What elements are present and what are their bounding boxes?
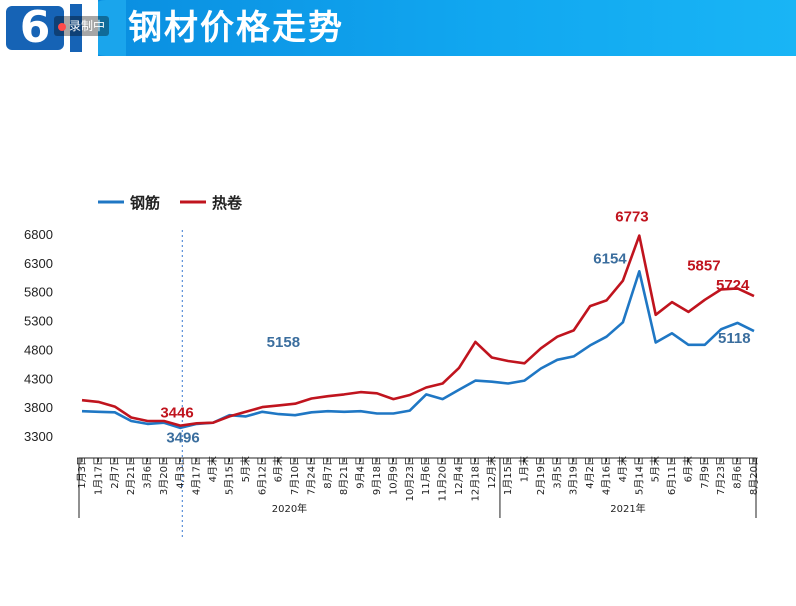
x-tick-label: 12月18日 [469,456,481,501]
y-tick-label: 3300 [24,429,53,444]
x-tick-label: 4月17日 [191,456,203,495]
x-tick-label: 11月20日 [437,456,449,501]
x-tick-label: 4月16日 [600,456,612,495]
x-tick-label: 4月3日 [174,456,186,489]
x-tick-label: 8月21日 [338,456,350,495]
data-label: 5118 [718,330,751,347]
x-tick-label: 3月19日 [568,456,580,495]
year-group-label: 2021年 [610,502,645,515]
x-tick-label: 3月5日 [551,456,563,489]
logo-tile: 6 [0,0,98,56]
x-tick-label: 5月15日 [224,456,236,495]
x-tick-label: 7月24日 [305,456,317,495]
x-tick-label: 7月10日 [289,456,301,495]
data-label: 5158 [267,334,300,351]
x-tick-label: 10月23日 [404,456,416,501]
x-tick-label: 1月3日 [76,456,88,489]
x-tick-label: 7月9日 [699,456,711,489]
x-tick-label: 3月20日 [158,456,170,495]
x-tick-label: 8月6日 [732,456,744,489]
x-tick-label: 2月7日 [109,456,121,489]
x-tick-label: 12月4日 [453,456,465,495]
x-tick-label: 1月15日 [502,456,514,495]
x-tick-label: 11月6日 [420,456,432,495]
x-tick-label: 5月末 [239,456,252,482]
y-tick-label: 4800 [24,342,53,357]
x-tick-label: 6月末 [272,456,285,482]
x-tick-label: 6月11日 [666,456,678,495]
title-banner: 6 录制中 钢材价格走势 [0,0,796,56]
x-tick-label: 8月7日 [322,456,334,489]
y-tick-label: 5800 [24,285,53,300]
y-tick-label: 3800 [24,400,53,415]
y-tick-label: 4300 [24,371,53,386]
x-tick-label: 5月末 [649,456,662,482]
x-tick-label: 2月19日 [535,456,547,495]
recording-badge: 录制中 [54,16,110,36]
x-tick-label: 9月4日 [355,456,367,489]
logo-icon: 6 [6,6,64,50]
x-tick-label: 1月末 [518,456,531,482]
legend-label-1: 热卷 [212,194,243,212]
data-label: 6154 [593,250,627,267]
x-tick-label: 6月12日 [256,456,268,495]
data-label: 5857 [687,257,720,274]
y-tick-label: 5300 [24,314,53,329]
data-label: 3496 [166,430,199,447]
series-line-1 [81,234,755,427]
logo-bar [70,4,82,52]
page-title: 钢材价格走势 [128,8,344,48]
x-tick-label: 12月末 [485,456,498,489]
x-tick-label: 10月9日 [387,456,399,495]
x-tick-label: 9月18日 [371,456,383,495]
x-tick-label: 7月23日 [715,456,727,495]
x-tick-label: 3月6日 [142,456,154,489]
data-label: 5724 [716,277,750,294]
legend-label-0: 钢筋 [130,194,160,212]
recording-label: 录制中 [69,19,106,33]
x-tick-label: 5月14日 [633,456,645,495]
year-group-label: 2020年 [272,502,307,515]
data-label: 3446 [160,405,193,422]
x-tick-label: 4月末 [616,456,629,482]
title-bar-background [86,0,796,56]
x-tick-label: 6月末 [681,456,694,482]
y-tick-label: 6300 [24,256,53,271]
y-tick-label: 6800 [24,227,53,242]
record-dot-icon [58,22,66,31]
x-tick-label: 8月20日 [748,456,760,495]
x-tick-label: 4月末 [206,456,219,482]
data-label: 6773 [615,209,648,226]
x-tick-label: 2月21日 [125,456,137,495]
x-tick-label: 1月17日 [92,456,104,495]
x-tick-label: 4月2日 [584,456,596,489]
